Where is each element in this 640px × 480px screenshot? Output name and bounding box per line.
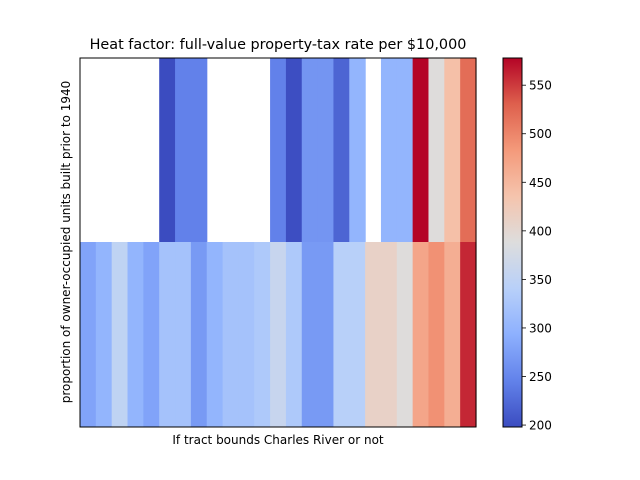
heatmap-cell <box>270 242 287 427</box>
heatmap-cell <box>365 242 382 427</box>
heatmap-cell <box>206 242 224 427</box>
heatmap-cell <box>80 242 97 427</box>
heatmap-cell <box>301 242 319 427</box>
x-axis-label: If tract bounds Charles River or not <box>172 433 384 447</box>
chart-title: Heat factor: full-value property-tax rat… <box>90 37 467 53</box>
colorbar-tick-label: 500 <box>529 127 552 141</box>
heatmap-cell <box>301 58 319 242</box>
heatmap-cell <box>159 242 176 427</box>
heatmap-cell <box>175 242 192 427</box>
y-axis-label: proportion of owner-occupied units built… <box>59 81 73 404</box>
heatmap-cell <box>190 58 208 242</box>
heatmap-cell <box>349 58 366 242</box>
heatmap-cell <box>396 58 414 242</box>
heatmap-cell <box>190 242 208 427</box>
heatmap-cell <box>127 242 144 427</box>
colorbar-ticks: 200 250 300 350 400 450 500 550 <box>522 79 552 433</box>
heatmap-cell <box>143 242 160 427</box>
heatmap-cell <box>175 58 192 242</box>
heatmap-cell <box>270 58 287 242</box>
heatmap-cell <box>412 58 430 242</box>
heatmap-cell <box>285 242 303 427</box>
heatmap-cell <box>317 242 335 427</box>
heatmap-cell <box>111 242 129 427</box>
plot-frame <box>79 57 477 428</box>
heatmap-cell <box>460 58 477 242</box>
heatmap-cell <box>333 242 350 427</box>
heatmap-cell <box>317 58 335 242</box>
heatmap-cells <box>80 58 477 427</box>
colorbar-tick-label: 400 <box>529 224 552 238</box>
heatmap-cell <box>444 242 461 427</box>
heatmap-cell <box>222 242 239 427</box>
heatmap-cell <box>333 58 350 242</box>
heatmap-cell <box>349 242 366 427</box>
heatmap-cell <box>159 58 176 242</box>
heatmap-cell <box>254 242 271 427</box>
colorbar-tick-label: 350 <box>529 273 552 287</box>
colorbar-tick-label: 450 <box>529 176 552 190</box>
heatmap-cell <box>412 242 430 427</box>
colorbar-tick-label: 300 <box>529 321 552 335</box>
colorbar-tick-label: 200 <box>529 419 552 433</box>
colorbar <box>502 57 523 428</box>
colorbar-tick-label: 550 <box>529 79 552 93</box>
heatmap-cell <box>238 242 255 427</box>
heatmap-cell <box>444 58 461 242</box>
heatmap-cell <box>285 58 303 242</box>
heatmap-cell <box>95 242 113 427</box>
heatmap-cell <box>380 242 398 427</box>
heatmap-cell <box>428 58 445 242</box>
heatmap-cell <box>460 242 477 427</box>
colorbar-tick-label: 250 <box>529 370 552 384</box>
heatmap-cell <box>396 242 414 427</box>
heatmap-cell <box>428 242 445 427</box>
heatmap-cell <box>380 58 398 242</box>
